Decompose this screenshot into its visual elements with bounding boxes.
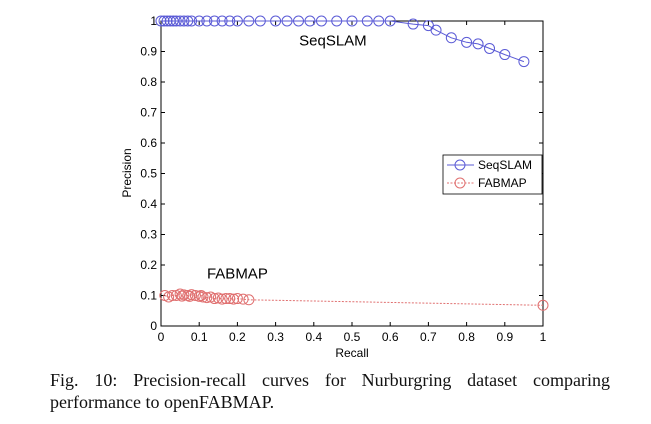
data-point-seqslam <box>373 15 385 27</box>
data-point-seqslam <box>407 18 419 30</box>
data-point-seqslam <box>174 15 186 27</box>
data-point-fabmap <box>208 293 220 305</box>
data-point-seqslam <box>178 15 190 27</box>
y-tick-label: 0.1 <box>140 289 157 303</box>
data-point-fabmap <box>178 289 190 301</box>
data-point-seqslam <box>293 15 305 27</box>
data-point-seqslam <box>182 15 194 27</box>
data-point-seqslam <box>461 36 473 48</box>
x-axis-label: Recall <box>335 346 368 360</box>
data-point-seqslam <box>254 15 266 27</box>
data-point-seqslam <box>430 24 442 36</box>
x-tick-label: 0.5 <box>344 330 361 344</box>
data-point-seqslam <box>158 15 170 27</box>
data-point-fabmap <box>231 293 243 305</box>
x-tick-label: 0.7 <box>420 330 437 344</box>
x-tick-label: 0 <box>158 330 165 344</box>
y-tick-label: 1 <box>150 14 157 28</box>
data-point-fabmap <box>193 290 205 302</box>
data-point-seqslam <box>208 15 220 27</box>
legend-seqslam-label: SeqSLAM <box>478 158 532 172</box>
legend-fabmap-marker <box>454 177 466 189</box>
data-point-seqslam <box>270 15 282 27</box>
data-point-seqslam <box>201 15 213 27</box>
data-point-fabmap <box>237 293 249 305</box>
data-point-seqslam <box>243 15 255 27</box>
data-point-fabmap <box>243 294 255 306</box>
data-point-seqslam <box>499 49 511 61</box>
x-tick-label: 1 <box>540 330 547 344</box>
y-tick-label: 0 <box>150 319 157 333</box>
data-point-seqslam <box>281 15 293 27</box>
data-point-seqslam <box>384 15 396 27</box>
x-tick-label: 0.8 <box>458 330 475 344</box>
data-point-seqslam <box>167 15 179 27</box>
legend-fabmap-label: FABMAP <box>478 176 527 190</box>
data-point-seqslam <box>518 56 530 68</box>
data-point-fabmap <box>224 293 236 305</box>
annotations: SeqSLAM FABMAP <box>207 32 367 282</box>
x-tick-label: 0.4 <box>305 330 322 344</box>
legend-seqslam-marker <box>454 159 466 171</box>
data-point-seqslam <box>484 42 496 54</box>
x-tick-label: 0.6 <box>382 330 399 344</box>
data-point-seqslam <box>472 38 484 50</box>
y-tick-label: 0.4 <box>140 197 157 211</box>
data-point-seqslam <box>331 15 343 27</box>
data-point-fabmap <box>201 292 213 304</box>
x-tick-label: 0.9 <box>496 330 513 344</box>
x-tick-label: 0.1 <box>191 330 208 344</box>
figure-caption: Fig. 10: Precision-recall curves for Nur… <box>50 370 610 412</box>
y-axis-label: Precision <box>120 148 134 197</box>
y-tick-label: 0.5 <box>140 167 157 181</box>
y-tick-label: 0.6 <box>140 136 157 150</box>
data-point-fabmap <box>220 293 232 305</box>
data-point-seqslam <box>186 15 198 27</box>
data-point-seqslam <box>304 15 316 27</box>
y-tick-label: 0.8 <box>140 75 157 89</box>
axes: 0 0.1 0.2 0.3 0.4 0.5 0.6 0.7 0.8 0.9 1 0 0.1 0.2 0.3 0… <box>140 14 546 344</box>
data-point-seqslam <box>445 32 457 44</box>
x-tick-label: 0.3 <box>267 330 284 344</box>
data-point-seqslam <box>315 15 327 27</box>
x-tick-label: 0.2 <box>229 330 246 344</box>
data-point-seqslam <box>346 15 358 27</box>
data-point-fabmap <box>197 291 209 303</box>
series-line-seqslam <box>161 20 525 63</box>
annotation-label: SeqSLAM <box>299 32 367 49</box>
data-point-seqslam <box>231 15 243 27</box>
data-point-seqslam <box>224 15 236 27</box>
y-tick-label: 0.9 <box>140 45 157 59</box>
data-point-fabmap <box>189 290 201 301</box>
data-point-fabmap <box>182 290 194 301</box>
data-point-seqslam <box>170 15 182 27</box>
data-point-fabmap <box>537 299 549 311</box>
data-point-seqslam <box>361 15 373 27</box>
data-point-seqslam <box>193 15 205 27</box>
data-point-fabmap <box>216 293 228 305</box>
data-point-seqslam <box>216 15 228 27</box>
y-tick-label: 0.2 <box>140 258 157 272</box>
data-point-seqslam <box>155 15 167 27</box>
series-layer <box>155 15 549 311</box>
y-tick-label: 0.3 <box>140 228 157 242</box>
y-tick-label: 0.7 <box>140 106 157 120</box>
legend: SeqSLAM FABMAP <box>442 154 543 195</box>
annotation-label: FABMAP <box>207 266 268 283</box>
data-point-seqslam <box>161 15 173 27</box>
